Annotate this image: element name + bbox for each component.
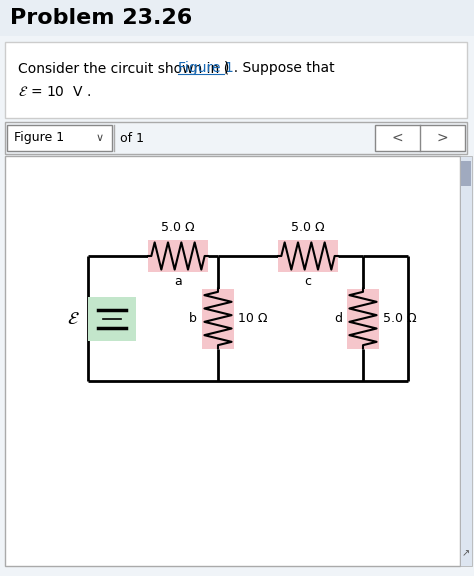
Bar [278, 240, 338, 272]
Text: 5.0 Ω: 5.0 Ω [291, 221, 325, 234]
Text: b: b [189, 312, 197, 325]
FancyBboxPatch shape [375, 125, 465, 151]
Text: Figure 1: Figure 1 [178, 61, 234, 75]
Bar [461, 161, 471, 186]
Text: $\mathcal{E}$ = 10  V .: $\mathcal{E}$ = 10 V . [18, 85, 91, 99]
Text: ) . Suppose that: ) . Suppose that [224, 61, 335, 75]
Text: 5.0 Ω: 5.0 Ω [383, 312, 417, 325]
FancyBboxPatch shape [5, 122, 467, 154]
Text: ↗: ↗ [462, 548, 470, 558]
Bar [148, 240, 208, 272]
Text: d: d [334, 312, 342, 325]
Text: 10 Ω: 10 Ω [238, 312, 267, 325]
Text: ∨: ∨ [96, 133, 104, 143]
Bar [88, 297, 136, 340]
Text: Consider the circuit shown in (: Consider the circuit shown in ( [18, 61, 229, 75]
Bar [202, 289, 234, 348]
Text: <: < [391, 131, 403, 145]
Bar [460, 156, 472, 566]
Text: a: a [174, 275, 182, 288]
Bar [347, 289, 379, 348]
Text: 5.0 Ω: 5.0 Ω [161, 221, 195, 234]
Text: c: c [304, 275, 311, 288]
Text: >: > [436, 131, 448, 145]
Text: Figure 1: Figure 1 [14, 131, 64, 145]
FancyBboxPatch shape [5, 42, 467, 118]
FancyBboxPatch shape [0, 0, 474, 36]
Text: of 1: of 1 [120, 131, 144, 145]
Text: $\mathcal{E}$: $\mathcal{E}$ [67, 309, 80, 328]
Text: Problem 23.26: Problem 23.26 [10, 8, 192, 28]
FancyBboxPatch shape [5, 156, 460, 566]
FancyBboxPatch shape [7, 125, 112, 151]
